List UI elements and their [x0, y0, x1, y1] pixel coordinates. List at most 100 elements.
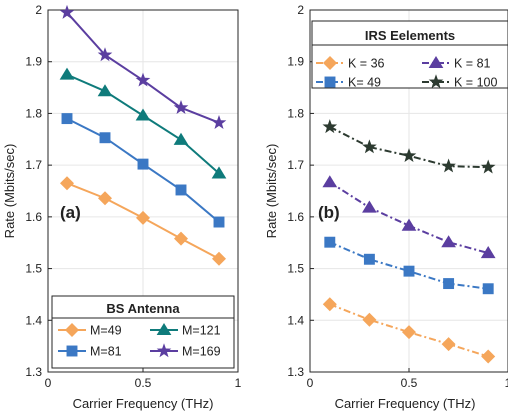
data-point-square: [482, 283, 494, 295]
legend-item: M=49: [58, 323, 122, 338]
data-point-diamond: [402, 325, 416, 340]
series-k-81: [322, 175, 496, 259]
y-tick-label: 1.8: [25, 106, 42, 120]
data-point-diamond: [441, 337, 456, 352]
y-tick-label: 1.9: [25, 55, 42, 69]
data-point-square: [61, 113, 73, 125]
data-point-triangle: [211, 166, 227, 179]
series-k-36: [322, 297, 496, 364]
panel-tag: (a): [60, 203, 81, 222]
data-point-star: [59, 4, 75, 19]
x-tick-label: 0.5: [135, 376, 152, 390]
data-point-triangle: [362, 200, 377, 213]
legend-marker-diamond: [323, 56, 337, 70]
data-point-triangle: [97, 84, 113, 97]
data-point-star: [135, 72, 151, 87]
data-point-square: [99, 132, 111, 144]
legend-marker-triangle: [156, 323, 172, 336]
x-axis-label: Carrier Frequency (THz): [73, 396, 214, 411]
legend-item: K = 36: [316, 56, 385, 71]
data-point-square: [443, 278, 455, 290]
y-tick-label: 1.5: [25, 262, 42, 276]
y-tick-label: 1.4: [25, 313, 42, 327]
data-point-triangle: [480, 246, 496, 259]
y-tick-label: 2: [35, 3, 42, 17]
chart-panel-b: 1.3 1.4 1.5 1.6 1.7 1.8 1.9 2 0 0.5 1 Carrier Frequ…: [264, 3, 508, 411]
legend-label: M=121: [182, 324, 221, 338]
series-m-169: [59, 4, 227, 129]
data-point-diamond: [362, 312, 377, 327]
legend-label: K = 81: [454, 57, 491, 71]
data-point-triangle: [135, 108, 151, 121]
legend-label: K = 100: [454, 76, 497, 90]
y-axis-label: Rate (Mbits/sec): [264, 144, 279, 239]
chart-panel-a: 1.3 1.4 1.5 1.6 1.7 1.8 1.9 2 0 0.5 1 Carrier Frequ…: [2, 3, 242, 411]
legend-item: K= 49: [316, 76, 381, 90]
legend-marker-star: [156, 343, 172, 358]
legend-marker-diamond: [65, 323, 79, 337]
legend: BS Antenna M=49 M=81 M=121 M=169: [51, 295, 235, 369]
y-tick-label: 1.7: [25, 158, 42, 172]
data-point-square: [324, 236, 336, 248]
legend-marker-triangle: [428, 56, 444, 69]
x-tick-label: 0: [307, 376, 314, 390]
series-m-121: [59, 67, 227, 179]
data-point-diamond: [136, 210, 150, 225]
data-point-triangle: [401, 218, 417, 231]
data-point-diamond: [60, 176, 74, 191]
legend-marker-square: [324, 76, 336, 88]
data-point-star: [362, 139, 377, 154]
data-point-square: [403, 265, 415, 277]
y-tick-label: 2: [297, 3, 304, 17]
legend-label: K= 49: [348, 76, 381, 90]
legend-box: [311, 20, 508, 89]
legend-box: [51, 295, 235, 369]
legend-marker-star: [428, 74, 444, 89]
y-tick-label: 1.3: [287, 365, 304, 379]
data-point-diamond: [322, 297, 337, 312]
legend-item: M=121: [150, 323, 221, 338]
y-tick-label: 1.4: [287, 313, 304, 327]
data-point-diamond: [174, 231, 188, 246]
data-point-square: [213, 216, 225, 228]
legend-label: M=81: [90, 345, 122, 359]
data-point-diamond: [98, 191, 112, 206]
data-point-star: [173, 100, 189, 114]
legend-marker-square: [66, 345, 78, 357]
legend-label: M=49: [90, 324, 122, 338]
data-point-star: [97, 47, 113, 62]
data-point-square: [175, 184, 187, 196]
legend-item: K = 81: [422, 56, 491, 71]
data-point-square: [363, 253, 375, 265]
x-axis-label: Carrier Frequency (THz): [335, 396, 476, 411]
data-point-diamond: [481, 349, 496, 364]
legend-item: K = 100: [422, 74, 497, 90]
data-point-triangle: [59, 67, 75, 80]
data-point-star: [401, 148, 417, 163]
legend-label: M=169: [182, 345, 221, 359]
legend-item: M=169: [150, 343, 221, 359]
x-tick-label: 1: [505, 376, 508, 390]
y-tick-label: 1.8: [287, 106, 304, 120]
data-point-triangle: [441, 235, 456, 248]
y-axis-label: Rate (Mbits/sec): [2, 144, 17, 239]
legend-title: BS Antenna: [106, 301, 180, 316]
data-point-triangle: [173, 132, 189, 145]
data-point-star: [480, 159, 496, 174]
x-tick-label: 0: [45, 376, 52, 390]
y-tick-label: 1.6: [287, 210, 304, 224]
series-m-49: [60, 176, 226, 266]
y-tick-label: 1.7: [287, 158, 304, 172]
data-point-star: [441, 158, 456, 173]
y-tick-label: 1.6: [25, 210, 42, 224]
legend-label: K = 36: [348, 57, 385, 71]
legend-title: IRS Eelements: [365, 28, 455, 43]
panel-tag: (b): [318, 203, 340, 222]
data-point-triangle: [322, 175, 338, 188]
data-point-star: [211, 115, 227, 129]
x-tick-label: 1: [235, 376, 242, 390]
data-point-star: [322, 119, 338, 134]
y-tick-label: 1.3: [25, 365, 42, 379]
y-tick-label: 1.5: [287, 262, 304, 276]
